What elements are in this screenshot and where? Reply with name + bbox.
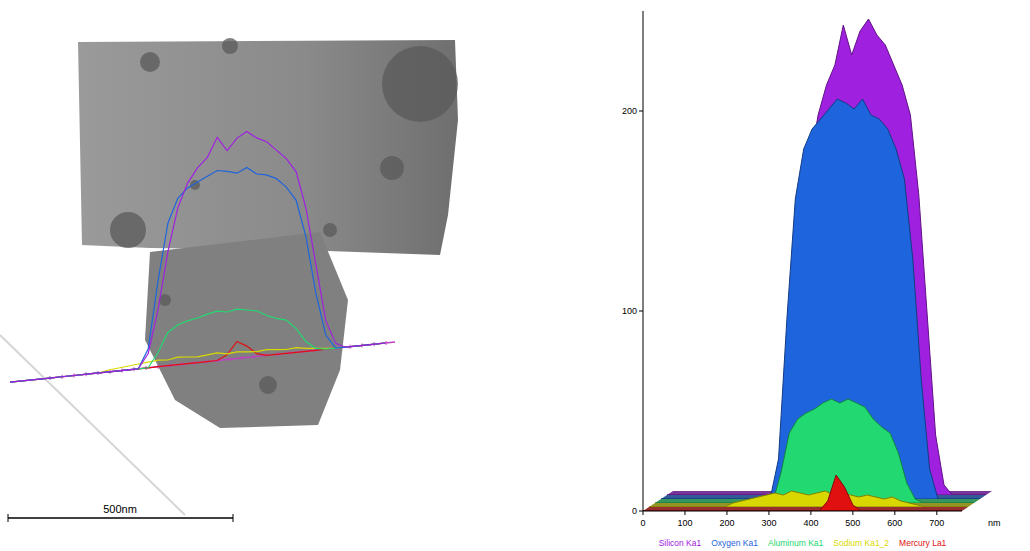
y-tick-label: 0 [632, 506, 637, 516]
scale-bar-end [8, 514, 9, 522]
dark-spot [140, 52, 160, 72]
x-tick-label: 300 [761, 518, 776, 528]
x-tick-label: 200 [719, 518, 734, 528]
dark-spot [382, 46, 458, 122]
scale-bar-label: 500nm [103, 503, 137, 515]
series-area [643, 475, 962, 511]
x-tick-label: 700 [929, 518, 944, 528]
scan-tick [254, 355, 255, 359]
micrograph-profile [10, 168, 385, 383]
legend: Silicon Ka1 Oxygen Ka1 Aluminum Ka1 Sodium … [659, 538, 947, 548]
series-group [649, 491, 968, 507]
y-tick [639, 311, 643, 312]
y-tick [639, 111, 643, 112]
scan-tick [386, 341, 387, 345]
x-tick-label: 100 [677, 518, 692, 528]
legend-entry: Sodium Ka1_2 [833, 538, 889, 548]
series-area [655, 399, 974, 503]
figure: 500nm 0 100 200 0 100 200 300 400 500 600 700 nm Sili… [0, 0, 1030, 551]
x-tick-label: 500 [845, 518, 860, 528]
micrograph-profile [10, 131, 385, 382]
x-tick [852, 511, 853, 515]
x-tick [936, 511, 937, 515]
x-tick [768, 511, 769, 515]
legend-entry: Mercury La1 [899, 538, 947, 548]
y-tick [639, 511, 643, 512]
y-tick-label: 100 [622, 306, 637, 316]
series-group [655, 399, 974, 503]
x-tick [726, 511, 727, 515]
micrograph: 500nm [0, 38, 458, 522]
scale-bar [8, 517, 233, 519]
x-axis-title: nm [988, 518, 1001, 528]
dark-spot [222, 38, 238, 54]
y-axis [643, 11, 644, 511]
dark-spot [323, 223, 337, 237]
x-tick [684, 511, 685, 515]
scan-tick [242, 356, 243, 360]
series-group [643, 475, 962, 511]
dark-spot [380, 156, 404, 180]
legend-entry: Silicon Ka1 [659, 538, 702, 548]
scan-tick [230, 357, 231, 361]
x-tick-label: 600 [887, 518, 902, 528]
legend-entry: Oxygen Ka1 [711, 538, 758, 548]
dark-spot [110, 212, 146, 248]
x-tick [894, 511, 895, 515]
scale-bar-end [233, 514, 234, 522]
lower-particle [145, 232, 348, 428]
x-tick [810, 511, 811, 515]
y-tick-label: 200 [622, 106, 637, 116]
series-area [649, 491, 968, 507]
x-tick [643, 511, 644, 515]
micrograph-profile [10, 309, 385, 382]
chart: 0 100 200 0 100 200 300 400 500 600 700 nm Silicon K… [622, 11, 1001, 548]
x-tick-label: 400 [803, 518, 818, 528]
x-axis [643, 511, 962, 512]
x-tick-label: 0 [640, 518, 645, 528]
legend-entry: Aluminum Ka1 [768, 538, 824, 548]
dark-spot [259, 376, 277, 394]
floor-strip [643, 507, 968, 511]
upper-particle [78, 40, 458, 255]
